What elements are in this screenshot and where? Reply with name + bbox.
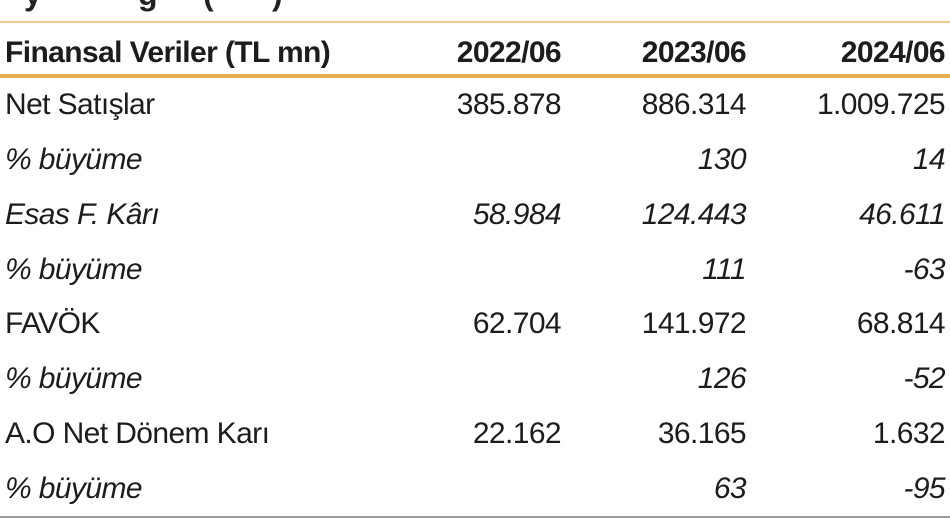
row-label: % büyüme <box>5 143 143 177</box>
cell-value: 126 <box>697 362 747 396</box>
cell-value: 141.972 <box>641 307 747 341</box>
column-header-2023-06: 2023/06 <box>641 36 747 69</box>
column-header-2022-06: 2022/06 <box>456 36 562 69</box>
cell-value: 1.009.725 <box>816 88 946 122</box>
table-title: Finansal Veriler (TL mn) <box>5 36 331 69</box>
table-bottom-border <box>0 516 950 518</box>
cell-value: 58.984 <box>472 197 562 231</box>
table-row-buyume-net-satislar: % büyüme 130 14 <box>0 133 950 188</box>
row-label: Net Satışlar <box>5 88 155 122</box>
table-row-net-satislar: Net Satışlar 385.878 886.314 1.009.725 <box>0 78 950 133</box>
clipped-glyph: ğ <box>138 0 158 12</box>
table-row-esas-f-kari: Esas F. Kârı 58.984 124.443 46.611 <box>0 188 950 243</box>
cell-value: 1.632 <box>872 416 946 450</box>
cell-value: -52 <box>903 362 945 396</box>
cell-value: 36.165 <box>657 416 747 450</box>
row-label: % büyüme <box>5 471 143 505</box>
row-label: A.O Net Dönem Karı <box>5 416 270 450</box>
header-accent-line <box>0 74 950 78</box>
column-header-2024-06: 2024/06 <box>840 36 946 69</box>
table-row-buyume-ao-net-donem-kari: % büyüme 63 -95 <box>0 461 950 516</box>
table-row-buyume-esas-f-kari: % büyüme 111 -63 <box>0 242 950 297</box>
cell-value: 385.878 <box>456 88 562 122</box>
cell-value: -95 <box>903 471 945 505</box>
table-row-ao-net-donem-kari: A.O Net Dönem Karı 22.162 36.165 1.632 <box>0 407 950 462</box>
cell-value: 130 <box>697 143 747 177</box>
table-row-buyume-favok: % büyüme 126 -52 <box>0 352 950 407</box>
cell-value: 14 <box>912 143 946 177</box>
cell-value: 886.314 <box>641 88 747 122</box>
row-label: % büyüme <box>5 252 143 286</box>
top-accent-hairline <box>0 21 950 23</box>
financial-data-table: Finansal Veriler (TL mn) 2022/06 2023/06… <box>0 23 950 518</box>
cell-value: 62.704 <box>472 307 562 341</box>
row-label: FAVÖK <box>5 307 100 341</box>
clipped-title-fragments: y ğ ( ) <box>0 0 950 12</box>
cell-value: 63 <box>713 471 747 505</box>
row-label: Esas F. Kârı <box>5 197 160 231</box>
clipped-glyph: ( <box>203 0 214 12</box>
cell-value: 124.443 <box>641 197 747 231</box>
table-header-row: Finansal Veriler (TL mn) 2022/06 2023/06… <box>0 23 950 74</box>
table-row-favok: FAVÖK 62.704 141.972 68.814 <box>0 297 950 352</box>
cell-value: 46.611 <box>859 197 946 231</box>
cell-value: 22.162 <box>472 416 562 450</box>
clipped-glyph: y <box>24 0 42 12</box>
cell-value: 68.814 <box>856 307 946 341</box>
cell-value: -63 <box>903 252 945 286</box>
cell-value: 111 <box>702 252 746 286</box>
row-label: % büyüme <box>5 362 143 396</box>
clipped-glyph: ) <box>272 0 283 12</box>
